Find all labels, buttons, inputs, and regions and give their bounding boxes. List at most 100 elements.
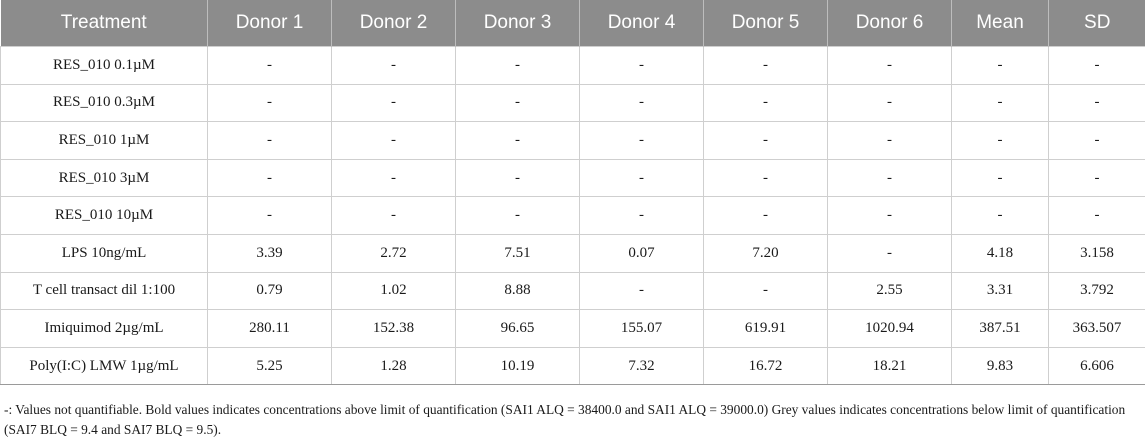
- treatment-cell: RES_010 0.1µM: [0, 46, 208, 85]
- table-header-row: Treatment Donor 1 Donor 2 Donor 3 Donor …: [0, 0, 1145, 47]
- value-cell: 96.65: [455, 309, 580, 348]
- value-cell: -: [207, 83, 332, 123]
- table-row: Poly(I:C) LMW 1µg/mL 5.25 1.28 10.19 7.32 16.…: [0, 346, 1145, 386]
- header-donor-4: Donor 4: [579, 0, 704, 47]
- value-cell: -: [951, 46, 1049, 85]
- header-sd: SD: [1048, 0, 1145, 47]
- value-cell: 2.72: [331, 233, 456, 273]
- value-cell: -: [827, 46, 952, 85]
- value-cell: -: [579, 121, 704, 160]
- value-cell: -: [331, 83, 456, 123]
- value-cell: -: [455, 158, 580, 198]
- treatment-cell: RES_010 0.3µM: [0, 83, 208, 123]
- table-row: RES_010 10µM - - - - - - - -: [0, 196, 1145, 235]
- value-cell: 5.25: [207, 346, 332, 386]
- value-cell: 155.07: [579, 309, 704, 348]
- value-cell: -: [827, 196, 952, 235]
- value-cell: 280.11: [207, 309, 332, 348]
- value-cell: -: [579, 196, 704, 235]
- header-mean: Mean: [951, 0, 1049, 47]
- value-cell: -: [703, 83, 828, 123]
- value-cell: 8.88: [455, 271, 580, 311]
- treatment-cell: RES_010 1µM: [0, 121, 208, 160]
- table-row: RES_010 1µM - - - - - - - -: [0, 121, 1145, 160]
- value-cell: 387.51: [951, 309, 1049, 348]
- value-cell: 1.28: [331, 346, 456, 386]
- header-donor-2: Donor 2: [331, 0, 456, 47]
- value-cell: 619.91: [703, 309, 828, 348]
- value-cell: -: [579, 158, 704, 198]
- value-cell: -: [455, 46, 580, 85]
- table-footnote: -: Values not quantifiable. Bold values …: [4, 402, 1126, 437]
- value-cell: 3.792: [1048, 271, 1145, 311]
- value-cell: 16.72: [703, 346, 828, 386]
- table-row: T cell transact dil 1:100 0.79 1.02 8.88- -2…: [0, 271, 1145, 311]
- value-cell: -: [703, 196, 828, 235]
- value-cell: 3.158: [1048, 233, 1145, 273]
- value-cell: -: [1048, 46, 1145, 85]
- results-table-container: Treatment Donor 1 Donor 2 Donor 3 Donor …: [0, 0, 1145, 386]
- value-cell: 7.20: [703, 233, 828, 273]
- value-cell: 3.31: [951, 271, 1049, 311]
- value-cell: -: [703, 271, 828, 311]
- value-cell: 2.55: [827, 271, 952, 311]
- value-cell: -: [331, 158, 456, 198]
- treatment-cell: RES_010 3µM: [0, 158, 208, 198]
- value-cell: -: [579, 46, 704, 85]
- table-row: RES_010 0.1µM - - - - - - - -: [0, 46, 1145, 85]
- results-table: Treatment Donor 1 Donor 2 Donor 3 Donor …: [0, 0, 1145, 386]
- value-cell: -: [827, 83, 952, 123]
- value-cell: 0.07: [579, 233, 704, 273]
- value-cell: -: [1048, 83, 1145, 123]
- value-cell: -: [703, 121, 828, 160]
- treatment-cell: Imiquimod 2µg/mL: [0, 309, 208, 348]
- header-donor-6: Donor 6: [827, 0, 952, 47]
- header-donor-3: Donor 3: [455, 0, 580, 47]
- value-cell: -: [207, 46, 332, 85]
- value-cell: -: [331, 46, 456, 85]
- table-row: RES_010 0.3µM - - - - - - - -: [0, 83, 1145, 123]
- value-cell: -: [207, 196, 332, 235]
- value-cell: -: [1048, 121, 1145, 160]
- treatment-cell: T cell transact dil 1:100: [0, 271, 208, 311]
- value-cell: -: [455, 83, 580, 123]
- value-cell: 4.18: [951, 233, 1049, 273]
- value-cell: -: [455, 121, 580, 160]
- value-cell: -: [207, 121, 332, 160]
- value-cell: 0.79: [207, 271, 332, 311]
- table-row: RES_010 3µM - - - - - - - -: [0, 158, 1145, 198]
- table-row: LPS 10ng/mL 3.39 2.72 7.51 0.07 7.20-4.18 3.15…: [0, 233, 1145, 273]
- value-cell: -: [1048, 196, 1145, 235]
- table-row: Imiquimod 2µg/mL 280.11 152.38 96.65 155.07 6…: [0, 309, 1145, 348]
- value-cell: -: [827, 233, 952, 273]
- value-cell: -: [1048, 158, 1145, 198]
- value-cell: 1.02: [331, 271, 456, 311]
- value-cell: -: [827, 121, 952, 160]
- value-cell: 18.21: [827, 346, 952, 386]
- value-cell: -: [951, 158, 1049, 198]
- value-cell: -: [951, 83, 1049, 123]
- value-cell: -: [703, 46, 828, 85]
- value-cell: 7.51: [455, 233, 580, 273]
- value-cell: -: [331, 196, 456, 235]
- header-treatment: Treatment: [0, 0, 208, 47]
- treatment-cell: LPS 10ng/mL: [0, 233, 208, 273]
- value-cell: 9.83: [951, 346, 1049, 386]
- value-cell: 10.19: [455, 346, 580, 386]
- value-cell: -: [331, 121, 456, 160]
- value-cell: -: [579, 271, 704, 311]
- value-cell: -: [455, 196, 580, 235]
- value-cell: -: [951, 196, 1049, 235]
- header-donor-5: Donor 5: [703, 0, 828, 47]
- value-cell: 6.606: [1048, 346, 1145, 386]
- treatment-cell: RES_010 10µM: [0, 196, 208, 235]
- header-donor-1: Donor 1: [207, 0, 332, 47]
- value-cell: 7.32: [579, 346, 704, 386]
- value-cell: 1020.94: [827, 309, 952, 348]
- value-cell: -: [207, 158, 332, 198]
- value-cell: -: [827, 158, 952, 198]
- value-cell: -: [951, 121, 1049, 160]
- treatment-cell: Poly(I:C) LMW 1µg/mL: [0, 346, 208, 386]
- value-cell: 363.507: [1048, 309, 1145, 348]
- value-cell: -: [703, 158, 828, 198]
